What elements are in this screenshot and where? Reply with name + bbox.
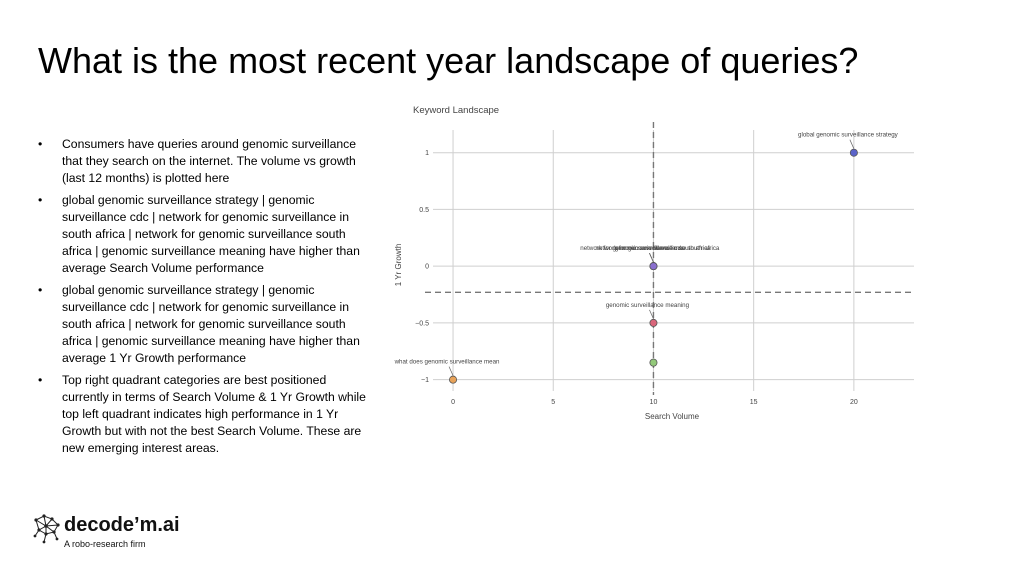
point-label: network for genomic surveillance in sout…	[580, 245, 711, 252]
x-tick-label: 0	[451, 399, 455, 406]
chart-svg: Keyword Landscape 0 5 10 15 20 −1 −0.5 0 0.5 1 gl…	[394, 105, 914, 421]
point-label: network for genomic surveillance south a…	[596, 245, 720, 252]
bullet-symbol: •	[38, 137, 43, 151]
logo-tagline: A robo-research firm	[64, 539, 146, 549]
data-points	[449, 148, 858, 384]
data-point[interactable]	[649, 358, 658, 367]
keyword-landscape-chart: Keyword Landscape 0 5 10 15 20 −1 −0.5 0 0.5 1 gl…	[392, 98, 920, 428]
slide-title: What is the most recent year landscape o…	[38, 40, 859, 81]
grid-layer	[433, 130, 914, 391]
point-label: genomic surveillance cdc	[615, 245, 684, 252]
bullet-symbol: •	[38, 282, 43, 297]
bullet-symbol: •	[38, 192, 43, 207]
x-tick-label: 20	[850, 399, 858, 406]
y-tick-label: −0.5	[415, 320, 429, 327]
point-label: genomic surveillance meaning	[606, 302, 690, 309]
bullet-text: Consumers have queries around genomic su…	[62, 137, 357, 186]
data-point[interactable]	[649, 318, 658, 327]
bullet-text: Top right quadrant categories are best p…	[62, 372, 366, 456]
reference-lines	[425, 122, 914, 395]
bullet-text: global genomic surveillance strategy | g…	[62, 192, 360, 276]
y-axis-label: 1 Yr Growth	[394, 244, 403, 287]
x-tick-label: 5	[551, 399, 555, 406]
tick-labels: 0 5 10 15 20 −1 −0.5 0 0.5 1	[415, 150, 858, 406]
y-tick-label: 1	[425, 150, 429, 157]
logo-name: decode’m.ai	[64, 514, 180, 536]
data-point[interactable]	[449, 375, 458, 384]
chart-title: Keyword Landscape	[413, 105, 499, 116]
bullet-item: • Top right quadrant categories are best…	[38, 372, 376, 458]
label-leader-line	[849, 139, 855, 149]
label-leader-line	[649, 253, 654, 263]
bullet-symbol: •	[38, 372, 43, 387]
data-point[interactable]	[849, 148, 858, 157]
bullet-text: global genomic surveillance strategy | g…	[62, 282, 360, 366]
label-leader-line	[448, 366, 454, 376]
y-tick-label: −1	[421, 377, 429, 384]
label-leader-line	[649, 309, 654, 320]
data-point[interactable]	[649, 262, 658, 271]
point-label: what does genomic surveillance mean	[394, 359, 500, 366]
point-labels: global genomic surveillance strategy netw…	[394, 132, 899, 376]
x-tick-label: 10	[650, 399, 658, 406]
x-axis-label: Search Volume	[645, 412, 700, 421]
brain-network-icon	[33, 514, 60, 544]
y-tick-label: 0	[425, 264, 429, 271]
point-label: global genomic surveillance strategy	[798, 132, 899, 139]
company-logo: decode’m.ai A robo-research firm	[32, 512, 212, 556]
bullet-list: • Consumers have queries around genomic …	[38, 136, 376, 462]
x-tick-label: 15	[750, 399, 758, 406]
y-tick-label: 0.5	[419, 207, 429, 214]
bullet-item: • Consumers have queries around genomic …	[38, 136, 376, 188]
bullet-item: • global genomic surveillance strategy |…	[38, 192, 376, 278]
bullet-item: • global genomic surveillance strategy |…	[38, 282, 376, 368]
